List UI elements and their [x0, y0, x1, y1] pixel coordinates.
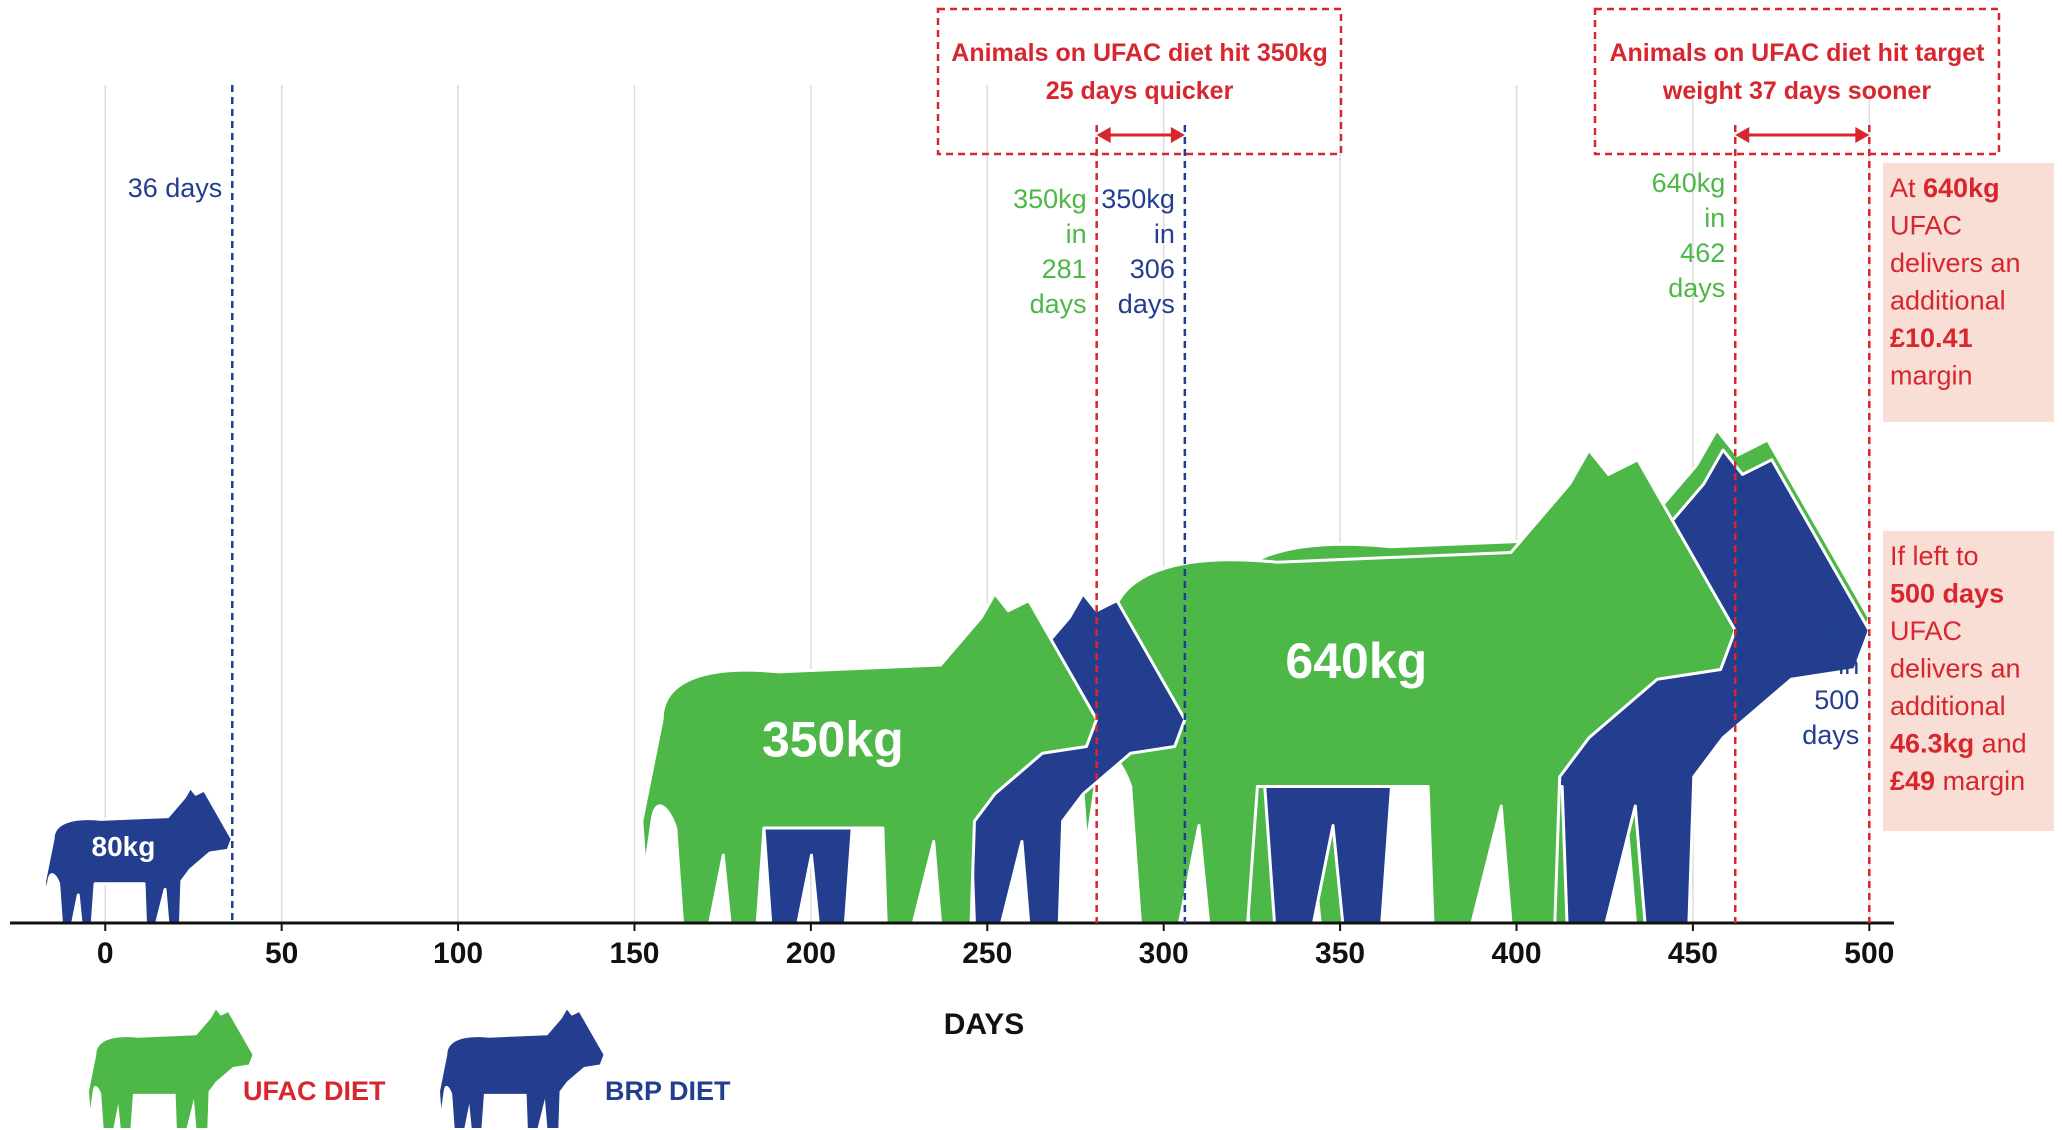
marker-label: 500	[1814, 685, 1859, 715]
note-text: If left to	[1890, 541, 1979, 571]
legend-swatch	[89, 1009, 253, 1128]
marker-label: in	[1154, 219, 1175, 249]
x-tick-label: 400	[1491, 937, 1541, 970]
legend-label: BRP DIET	[605, 1076, 731, 1106]
x-tick-label: 250	[962, 937, 1012, 970]
note-text: UFAC	[1890, 211, 1962, 241]
note-text: 46.3kg	[1890, 729, 1974, 759]
callout-box	[936, 7, 1343, 156]
x-tick-label: 300	[1139, 937, 1189, 970]
note-text: delivers an	[1890, 654, 2021, 684]
note-text: margin	[1890, 361, 1973, 391]
note-box	[1883, 163, 2054, 422]
x-tick-label: 50	[265, 937, 298, 970]
animal-label: 640kg	[1285, 633, 1427, 689]
note-line: £10.41	[1890, 323, 1973, 353]
arrow-head	[1096, 127, 1111, 143]
marker-label: 462	[1680, 238, 1725, 268]
marker-label: in	[1704, 203, 1725, 233]
note-text: additional	[1890, 691, 2006, 721]
callout-text: Animals on UFAC diet hit target	[1609, 39, 1985, 67]
marker-label: days	[1118, 289, 1175, 319]
note-text: At	[1890, 173, 1923, 203]
animal-label: 350kg	[762, 711, 904, 767]
note-line: additional	[1890, 286, 2006, 316]
x-tick-label: 350	[1315, 937, 1365, 970]
note-line: UFAC	[1890, 616, 1962, 646]
marker-label: days	[1802, 720, 1859, 750]
x-tick-label: 100	[433, 937, 483, 970]
note-box	[1883, 531, 2054, 831]
note-text: UFAC	[1890, 616, 1962, 646]
note-line: 46.3kg and	[1890, 729, 2027, 759]
note-text: delivers an	[1890, 248, 2021, 278]
marker-label: 350kg	[1101, 184, 1175, 214]
note-line: delivers an	[1890, 248, 2021, 278]
note-line: margin	[1890, 361, 1973, 391]
marker-label: 281	[1042, 254, 1087, 284]
note-line: UFAC	[1890, 211, 1962, 241]
marker-label: 640kg	[1652, 168, 1726, 198]
x-tick-label: 450	[1668, 937, 1718, 970]
arrow-head	[1735, 127, 1750, 143]
x-axis-label: DAYS	[944, 1008, 1025, 1041]
note-text: and	[1974, 729, 2027, 759]
x-tick-label: 500	[1844, 937, 1894, 970]
marker-label: 640kg	[1786, 615, 1860, 645]
marker-label: in	[1838, 650, 1859, 680]
note-text: £10.41	[1890, 323, 1973, 353]
animal	[43, 785, 234, 925]
legend-label: UFAC DIET	[243, 1076, 386, 1106]
callout-text: 25 days quicker	[1046, 77, 1234, 105]
note-line: 500 days	[1890, 579, 2004, 609]
note-line: £49 margin	[1890, 766, 2025, 796]
note-line: At 640kg	[1890, 173, 2000, 203]
callout-box	[1593, 7, 2001, 156]
arrow-head	[1170, 127, 1185, 143]
note-line: additional	[1890, 691, 2006, 721]
marker-label: days	[1668, 273, 1725, 303]
arrow-head	[1855, 127, 1870, 143]
note-text: 640kg	[1923, 173, 2000, 203]
note-line: delivers an	[1890, 654, 2021, 684]
note-text: additional	[1890, 286, 2006, 316]
note-text: £49	[1890, 766, 1935, 796]
marker-label: 36 days	[128, 173, 223, 203]
marker-label: in	[1066, 219, 1087, 249]
x-tick-label: 200	[786, 937, 836, 970]
marker-label: 350kg	[1013, 184, 1087, 214]
marker-label: 306	[1130, 254, 1175, 284]
animal-label: 80kg	[92, 831, 156, 862]
marker-label: days	[1030, 289, 1087, 319]
note-line: If left to	[1890, 541, 1979, 571]
x-tick-label: 150	[609, 937, 659, 970]
legend-swatch	[440, 1009, 604, 1128]
callout-text: weight 37 days sooner	[1662, 77, 1931, 105]
x-tick-label: 0	[97, 937, 114, 970]
callout-text: Animals on UFAC diet hit 350kg	[951, 39, 1327, 67]
note-text: margin	[1935, 766, 2025, 796]
note-text: 500 days	[1890, 579, 2004, 609]
animal	[640, 592, 1099, 925]
